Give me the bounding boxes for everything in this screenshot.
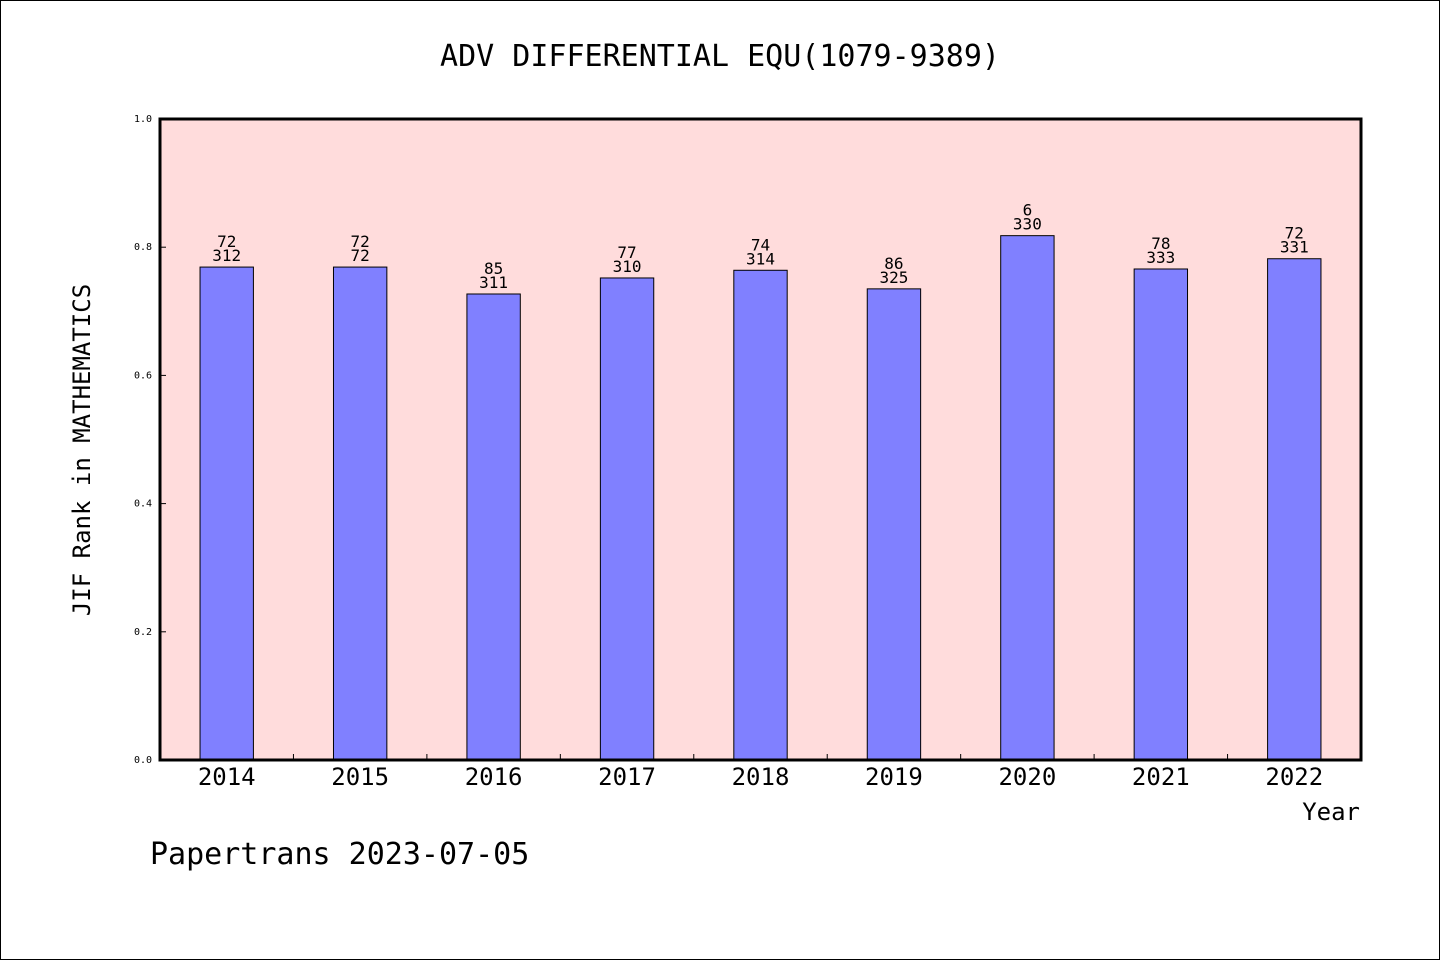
bar-2016 — [466, 293, 521, 761]
y-tick-label: 0.0 — [134, 755, 152, 766]
data-label-rank: 78 — [1151, 234, 1170, 253]
x-tick-label: 2014 — [198, 763, 256, 791]
y-tick-label: 0.4 — [134, 499, 152, 510]
x-tick-label: 2019 — [865, 763, 923, 791]
y-tick-label: 1.0 — [134, 114, 152, 125]
x-tick-label: 2015 — [331, 763, 389, 791]
data-label-rank: 72 — [351, 232, 370, 251]
data-label-rank: 72 — [1285, 224, 1304, 243]
data-label-total: 325 — [879, 268, 908, 287]
bar-2018 — [733, 269, 788, 761]
data-label-rank: 6 — [1023, 201, 1033, 220]
data-label-total: 310 — [613, 257, 642, 276]
bar-2014 — [199, 266, 254, 761]
data-label-total: 311 — [479, 273, 508, 292]
bar-2015 — [332, 266, 388, 761]
data-label-total: 333 — [1146, 248, 1175, 267]
data-label-rank: 77 — [617, 243, 636, 262]
y-tick-label: 0.6 — [134, 370, 152, 381]
bar-2019 — [866, 288, 922, 761]
bar-2017 — [599, 277, 655, 761]
chart-title: ADV DIFFERENTIAL EQU(1079-9389) — [440, 39, 1000, 74]
bars-group — [199, 235, 1322, 761]
x-tick-label: 2022 — [1265, 763, 1323, 791]
data-label-rank: 74 — [751, 235, 770, 254]
x-tick-label: 2020 — [998, 763, 1056, 791]
data-label-total: 330 — [1013, 215, 1042, 234]
footer-credit: Papertrans 2023-07-05 — [150, 837, 529, 872]
x-tick-label: 2017 — [598, 763, 656, 791]
y-tick-label: 0.8 — [134, 242, 152, 253]
data-label-total: 312 — [212, 246, 241, 265]
data-label-total: 314 — [746, 249, 775, 268]
data-label-total: 331 — [1280, 238, 1309, 257]
data-label-rank: 72 — [217, 232, 236, 251]
x-tick-label: 2021 — [1132, 763, 1190, 791]
data-label-rank: 86 — [884, 254, 903, 273]
data-label-rank: 85 — [484, 259, 503, 278]
x-tick-label: 2018 — [732, 763, 790, 791]
y-axis-label: JIF Rank in MATHEMATICS — [68, 284, 96, 616]
bar-2020 — [1000, 235, 1055, 761]
x-axis-ticks: 2014 2015 2016 2017 2018 2019 2020 2021 2022 — [198, 754, 1323, 791]
x-tick-label: 2016 — [465, 763, 523, 791]
x-axis-label: Year — [1302, 798, 1360, 826]
data-label-total: 72 — [351, 246, 370, 265]
bar-2022 — [1267, 258, 1322, 761]
y-tick-label: 0.2 — [134, 627, 152, 638]
bar-2021 — [1133, 268, 1189, 761]
plot-border — [158, 117, 1363, 762]
